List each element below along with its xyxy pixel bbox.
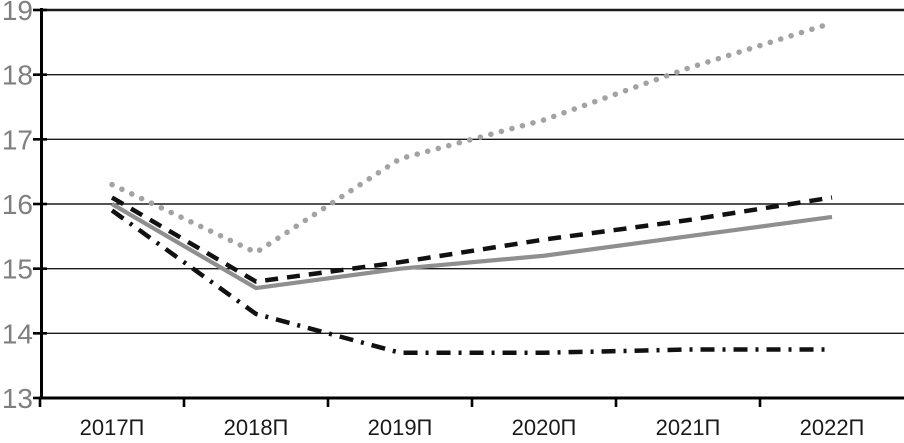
x-axis-label: 2017П <box>80 415 145 440</box>
y-axis-label: 16 <box>2 189 33 220</box>
y-axis-label: 17 <box>2 124 33 155</box>
x-axis-label: 2021П <box>656 415 721 440</box>
series-dashdot-black-line <box>110 208 832 355</box>
y-axis-label: 19 <box>2 0 33 26</box>
series-dotted-gray-line <box>109 20 835 256</box>
x-axis-label: 2019П <box>368 415 433 440</box>
x-axis-label: 2018П <box>224 415 289 440</box>
y-axis-label: 14 <box>2 318 33 349</box>
y-axis-label: 15 <box>2 254 33 285</box>
series-solid-gray-line <box>110 202 833 291</box>
x-axis-label: 2022П <box>800 415 865 440</box>
y-axis-label: 18 <box>2 60 33 91</box>
y-axis-label: 13 <box>2 383 33 414</box>
x-axis-label: 2020П <box>512 415 577 440</box>
series-dashed-black-line <box>110 195 833 284</box>
